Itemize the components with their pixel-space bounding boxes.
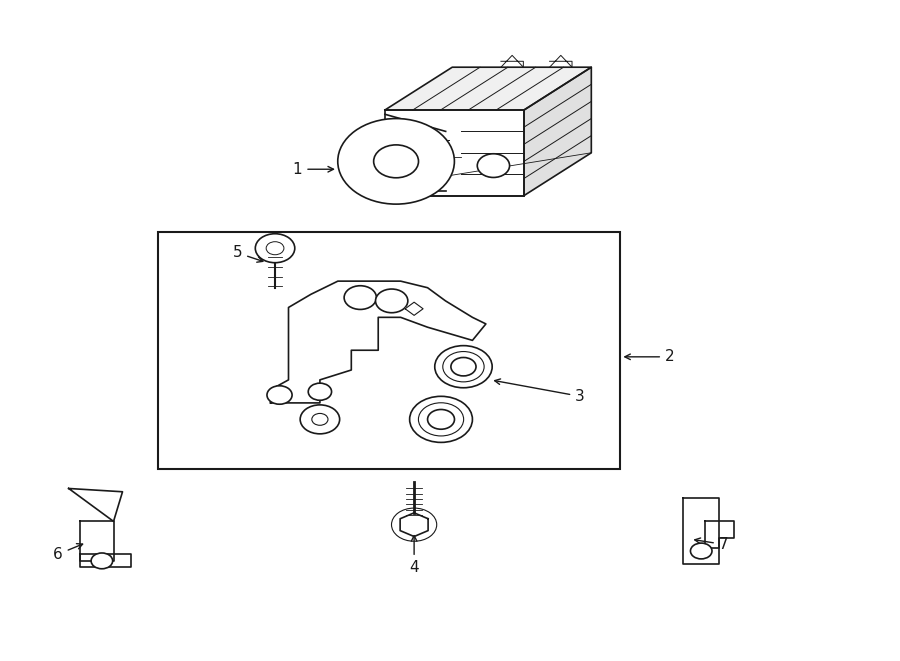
Circle shape — [256, 234, 295, 262]
Text: 5: 5 — [232, 245, 263, 262]
Text: 2: 2 — [625, 349, 675, 364]
Polygon shape — [683, 498, 719, 564]
Bar — [158, 232, 620, 469]
Text: 4: 4 — [410, 535, 418, 575]
Polygon shape — [385, 67, 591, 110]
Polygon shape — [68, 488, 122, 522]
Circle shape — [301, 405, 339, 434]
Text: 3: 3 — [495, 379, 585, 404]
Circle shape — [308, 383, 331, 401]
Polygon shape — [271, 281, 486, 403]
Circle shape — [690, 543, 712, 559]
Circle shape — [375, 289, 408, 313]
Circle shape — [344, 286, 376, 309]
Circle shape — [392, 508, 436, 541]
Circle shape — [477, 154, 509, 177]
Circle shape — [435, 346, 492, 388]
Polygon shape — [524, 67, 591, 196]
Polygon shape — [385, 110, 524, 196]
Polygon shape — [80, 522, 113, 561]
Text: 6: 6 — [53, 543, 83, 562]
Circle shape — [267, 386, 293, 405]
Circle shape — [338, 118, 454, 204]
Polygon shape — [400, 513, 428, 537]
Text: 7: 7 — [695, 537, 728, 552]
Polygon shape — [80, 555, 131, 567]
Polygon shape — [705, 522, 734, 548]
Circle shape — [410, 397, 472, 442]
Polygon shape — [405, 302, 423, 315]
Circle shape — [91, 553, 112, 568]
Text: 1: 1 — [292, 162, 334, 176]
